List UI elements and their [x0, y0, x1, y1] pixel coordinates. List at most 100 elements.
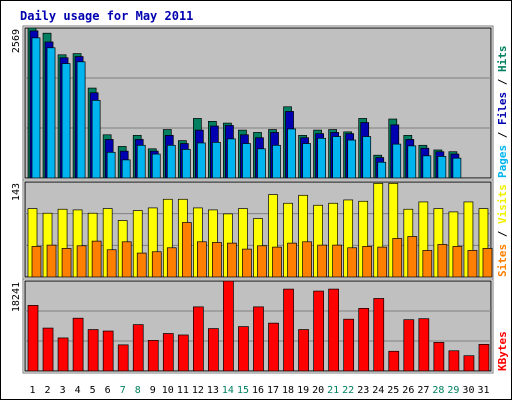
x-tick-label-24: 24	[372, 385, 384, 396]
bar-kbytes-day-10	[162, 333, 174, 372]
bar-sites-day-9	[151, 251, 162, 278]
bar-sites-day-22	[347, 247, 358, 278]
bar-kbytes-day-31	[478, 344, 490, 372]
bar-sites-day-26	[407, 236, 418, 278]
bar-kbytes-day-2	[42, 327, 54, 372]
bar-pages-day-4	[76, 61, 86, 179]
bar-kbytes-day-11	[177, 334, 189, 372]
bar-kbytes-day-23	[358, 307, 370, 372]
x-tick-label-30: 30	[462, 385, 474, 396]
bar-pages-day-9	[151, 153, 161, 179]
bar-kbytes-day-12	[193, 306, 204, 372]
bar-sites-day-23	[362, 246, 373, 278]
x-tick-label-7: 7	[120, 385, 126, 396]
bar-sites-day-30	[467, 250, 478, 278]
x-tick-label-3: 3	[60, 385, 66, 396]
x-tick-label-26: 26	[402, 385, 414, 396]
bar-pages-day-8	[136, 144, 146, 179]
bar-pages-day-6	[106, 151, 116, 179]
x-tick-label-20: 20	[312, 385, 324, 396]
x-tick-label-9: 9	[150, 385, 156, 396]
bar-pages-day-2	[46, 47, 56, 179]
bar-pages-day-15	[242, 143, 251, 179]
x-tick-label-5: 5	[90, 385, 96, 396]
bar-pages-day-16	[257, 148, 266, 179]
bar-kbytes-day-22	[343, 318, 355, 372]
bar-sites-day-18	[287, 242, 297, 278]
legend-entry: Pages	[496, 145, 509, 178]
bar-pages-day-29	[452, 157, 462, 179]
x-tick-label-19: 19	[297, 385, 309, 396]
x-tick-label-23: 23	[357, 385, 369, 396]
legend-top: Pages / Files / Hits	[496, 46, 509, 179]
bar-kbytes-day-20	[313, 290, 324, 372]
bar-pages-day-25	[392, 143, 402, 179]
bar-sites-day-14	[227, 242, 237, 278]
bar-kbytes-day-1	[27, 305, 39, 372]
legend-entry: /	[496, 125, 509, 145]
bar-sites-day-24	[377, 246, 388, 278]
bar-sites-day-2	[46, 244, 57, 278]
bar-kbytes-day-18	[283, 288, 294, 372]
x-tick-label-18: 18	[282, 385, 294, 396]
bar-sites-day-29	[452, 246, 463, 278]
bar-pages-day-28	[437, 156, 447, 179]
bar-kbytes-day-30	[463, 355, 475, 372]
y-max-label-bottom: 18241	[11, 282, 22, 312]
legend-entry: KBytes	[496, 331, 509, 371]
bar-kbytes-day-6	[102, 330, 114, 372]
bar-pages-day-12	[197, 142, 206, 179]
legend-entry: /	[496, 224, 509, 244]
bar-sites-day-3	[61, 248, 72, 278]
bar-sites-day-7	[121, 241, 132, 278]
bar-sites-day-11	[181, 222, 192, 278]
y-max-label-middle: 143	[11, 183, 22, 201]
x-tick-label-29: 29	[447, 385, 459, 396]
bar-kbytes-day-25	[388, 350, 400, 372]
x-tick-label-16: 16	[252, 385, 264, 396]
bar-kbytes-day-19	[298, 329, 309, 372]
x-tick-label-28: 28	[432, 385, 444, 396]
bar-sites-day-27	[422, 250, 433, 278]
bar-pages-day-26	[407, 145, 417, 179]
bar-kbytes-day-29	[448, 350, 460, 372]
bar-pages-day-5	[91, 99, 101, 179]
bar-kbytes-day-26	[403, 319, 415, 372]
bar-pages-day-17	[272, 144, 281, 179]
bar-pages-day-24	[377, 161, 387, 179]
chart-title: Daily usage for May 2011	[20, 9, 193, 23]
x-tick-label-1: 1	[30, 385, 36, 396]
bar-pages-day-19	[302, 143, 311, 179]
bar-kbytes-day-24	[373, 298, 385, 372]
bar-kbytes-day-3	[57, 337, 69, 372]
x-tick-label-14: 14	[222, 385, 234, 396]
bar-sites-day-28	[437, 244, 448, 278]
x-tick-label-6: 6	[105, 385, 111, 396]
bar-pages-day-21	[332, 136, 341, 179]
bar-kbytes-day-9	[147, 340, 159, 372]
legend-bottom: KBytes	[496, 331, 509, 371]
bar-kbytes-day-28	[433, 342, 445, 372]
bar-sites-day-16	[257, 245, 267, 278]
x-tick-label-11: 11	[177, 385, 189, 396]
x-tick-label-13: 13	[207, 385, 219, 396]
bar-sites-day-12	[197, 241, 207, 278]
x-tick-label-15: 15	[237, 385, 249, 396]
bar-sites-day-4	[76, 245, 87, 278]
bar-sites-day-15	[242, 248, 252, 278]
bar-pages-day-11	[181, 149, 191, 179]
bar-sites-day-6	[106, 249, 117, 278]
bar-sites-day-17	[272, 246, 282, 278]
x-tick-label-17: 17	[267, 385, 279, 396]
bar-pages-day-20	[317, 137, 326, 179]
bar-pages-day-18	[287, 128, 296, 179]
legend-entry: Sites	[496, 244, 509, 277]
x-tick-label-12: 12	[192, 385, 204, 396]
bar-kbytes-day-27	[418, 318, 430, 372]
bar-kbytes-day-7	[117, 344, 129, 372]
bar-kbytes-day-17	[268, 322, 279, 372]
bar-kbytes-day-21	[328, 288, 339, 372]
x-tick-label-25: 25	[387, 385, 399, 396]
bar-sites-day-13	[212, 242, 222, 278]
